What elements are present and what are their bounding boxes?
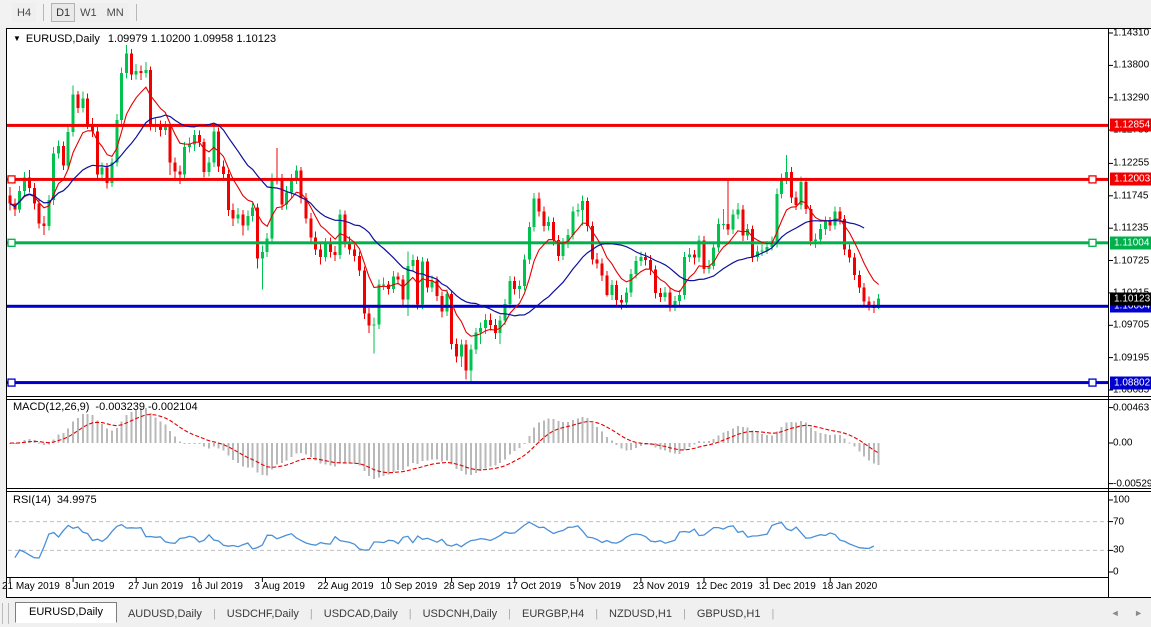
price-tick-label: 1.14310 [1113,27,1150,39]
price-tick-label: 1.10725 [1113,255,1150,267]
tab-gbpusd-h1[interactable]: GBPUSD,H1 [696,607,761,620]
rsi-scale-label: 100 [1113,494,1130,506]
tab-eurusd-daily[interactable]: EURUSD,Daily [15,602,117,623]
tab-separator: | [309,607,313,620]
tab-nzdusd-h1[interactable]: NZDUSD,H1 [609,607,672,620]
price-tick-label: 1.09195 [1113,352,1150,364]
current-price-label: 1.10123 [1110,292,1151,306]
toolbar-separator [135,4,137,21]
tab-scroll-right-icon[interactable]: ► [1134,608,1143,618]
timeframe-toolbar: H4 D1 W1 MN [0,0,1151,25]
date-label: 12 Dec 2019 [695,581,753,592]
macd-scale-label: 0.00 [1113,437,1133,449]
tab-separator: | [408,607,412,620]
rsi-scale-label: 30 [1113,544,1125,556]
date-label: 22 Aug 2019 [317,581,374,592]
chart-canvas[interactable] [0,0,1151,600]
tab-scroll-left-icon[interactable]: ◄ [1110,608,1120,618]
date-label: 18 Jan 2020 [822,581,878,592]
date-label: 3 Aug 2019 [254,581,305,592]
rsi-scale-label: 70 [1113,516,1125,528]
price-tick-label: 1.11745 [1113,190,1149,202]
timeframe-button-h4[interactable]: H4 [12,3,37,22]
tab-separator: | [508,607,512,620]
price-tick-label: 1.13290 [1113,92,1150,104]
toolbar-separator [43,4,45,21]
hline-price-label: 1.11004 [1110,236,1151,250]
date-label: 21 May 2019 [2,581,60,592]
tabbar-resize-handle[interactable] [2,603,9,624]
price-tick-label: 1.08685 [1113,384,1150,396]
price-tick-label: 1.13800 [1113,59,1150,71]
chart-ohlc-values: 1.09979 1.10200 1.09958 1.10123 [107,33,277,45]
tab-usdcnh-daily[interactable]: USDCNH,Daily [422,607,498,620]
date-label: 28 Sep 2019 [443,581,501,592]
rsi-value: 34.9975 [56,494,97,506]
chart-tab-bar: EURUSD,Daily AUDUSD,Daily | USDCHF,Daily | US… [0,600,1151,627]
tab-scroll-arrows: ◄ ► [1099,608,1143,618]
macd-label: MACD(12,26,9) [13,401,90,413]
timeframe-button-d1[interactable]: D1 [51,3,76,22]
price-tick-label: 1.09705 [1113,319,1150,331]
rsi-scale-label: 0 [1113,566,1119,578]
macd-legend: MACD(12,26,9) -0.003239 -0.002104 [13,401,198,413]
tab-separator: | [771,607,775,620]
tab-separator: | [212,607,216,620]
date-label: 17 Oct 2019 [506,581,562,592]
date-label: 10 Sep 2019 [380,581,438,592]
hline-price-label: 1.12854 [1110,118,1151,132]
date-label: 8 Jun 2019 [65,581,115,592]
rsi-label: RSI(14) [13,494,51,506]
chart-area: ▼ EURUSD,Daily 1.09979 1.10200 1.09958 1.1… [0,0,1151,600]
chart-symbol-title: EURUSD,Daily [25,33,100,45]
macd-scale-label: -0.005299 [1113,478,1151,490]
macd-values: -0.003239 -0.002104 [95,401,198,413]
hline-price-label: 1.08802 [1110,376,1151,390]
timeframe-button-mn[interactable]: MN [101,3,129,22]
date-label: 31 Dec 2019 [759,581,816,592]
rsi-legend: RSI(14) 34.9975 [13,494,97,506]
tab-eurgbp-h4[interactable]: EURGBP,H4 [522,607,585,620]
tab-usdcad-daily[interactable]: USDCAD,Daily [323,607,398,620]
price-tick-label: 1.11235 [1113,222,1149,234]
date-label: 5 Nov 2019 [569,581,621,592]
chart-dropdown-icon[interactable]: ▼ [13,34,21,43]
date-label: 27 Jun 2019 [128,581,184,592]
macd-scale-label: 0.00463 [1113,402,1150,414]
price-tick-label: 1.12255 [1113,157,1150,169]
date-label: 16 Jul 2019 [191,581,243,592]
tab-usdchf-daily[interactable]: USDCHF,Daily [226,607,299,620]
tab-audusd-daily[interactable]: AUDUSD,Daily [127,607,202,620]
chart-header: ▼ EURUSD,Daily 1.09979 1.10200 1.09958 1.1… [13,33,276,45]
tab-separator: | [683,607,686,620]
hline-price-label: 1.12003 [1110,172,1151,186]
timeframe-button-w1[interactable]: W1 [75,3,102,22]
tab-separator: | [595,607,599,620]
date-label: 23 Nov 2019 [632,581,690,592]
